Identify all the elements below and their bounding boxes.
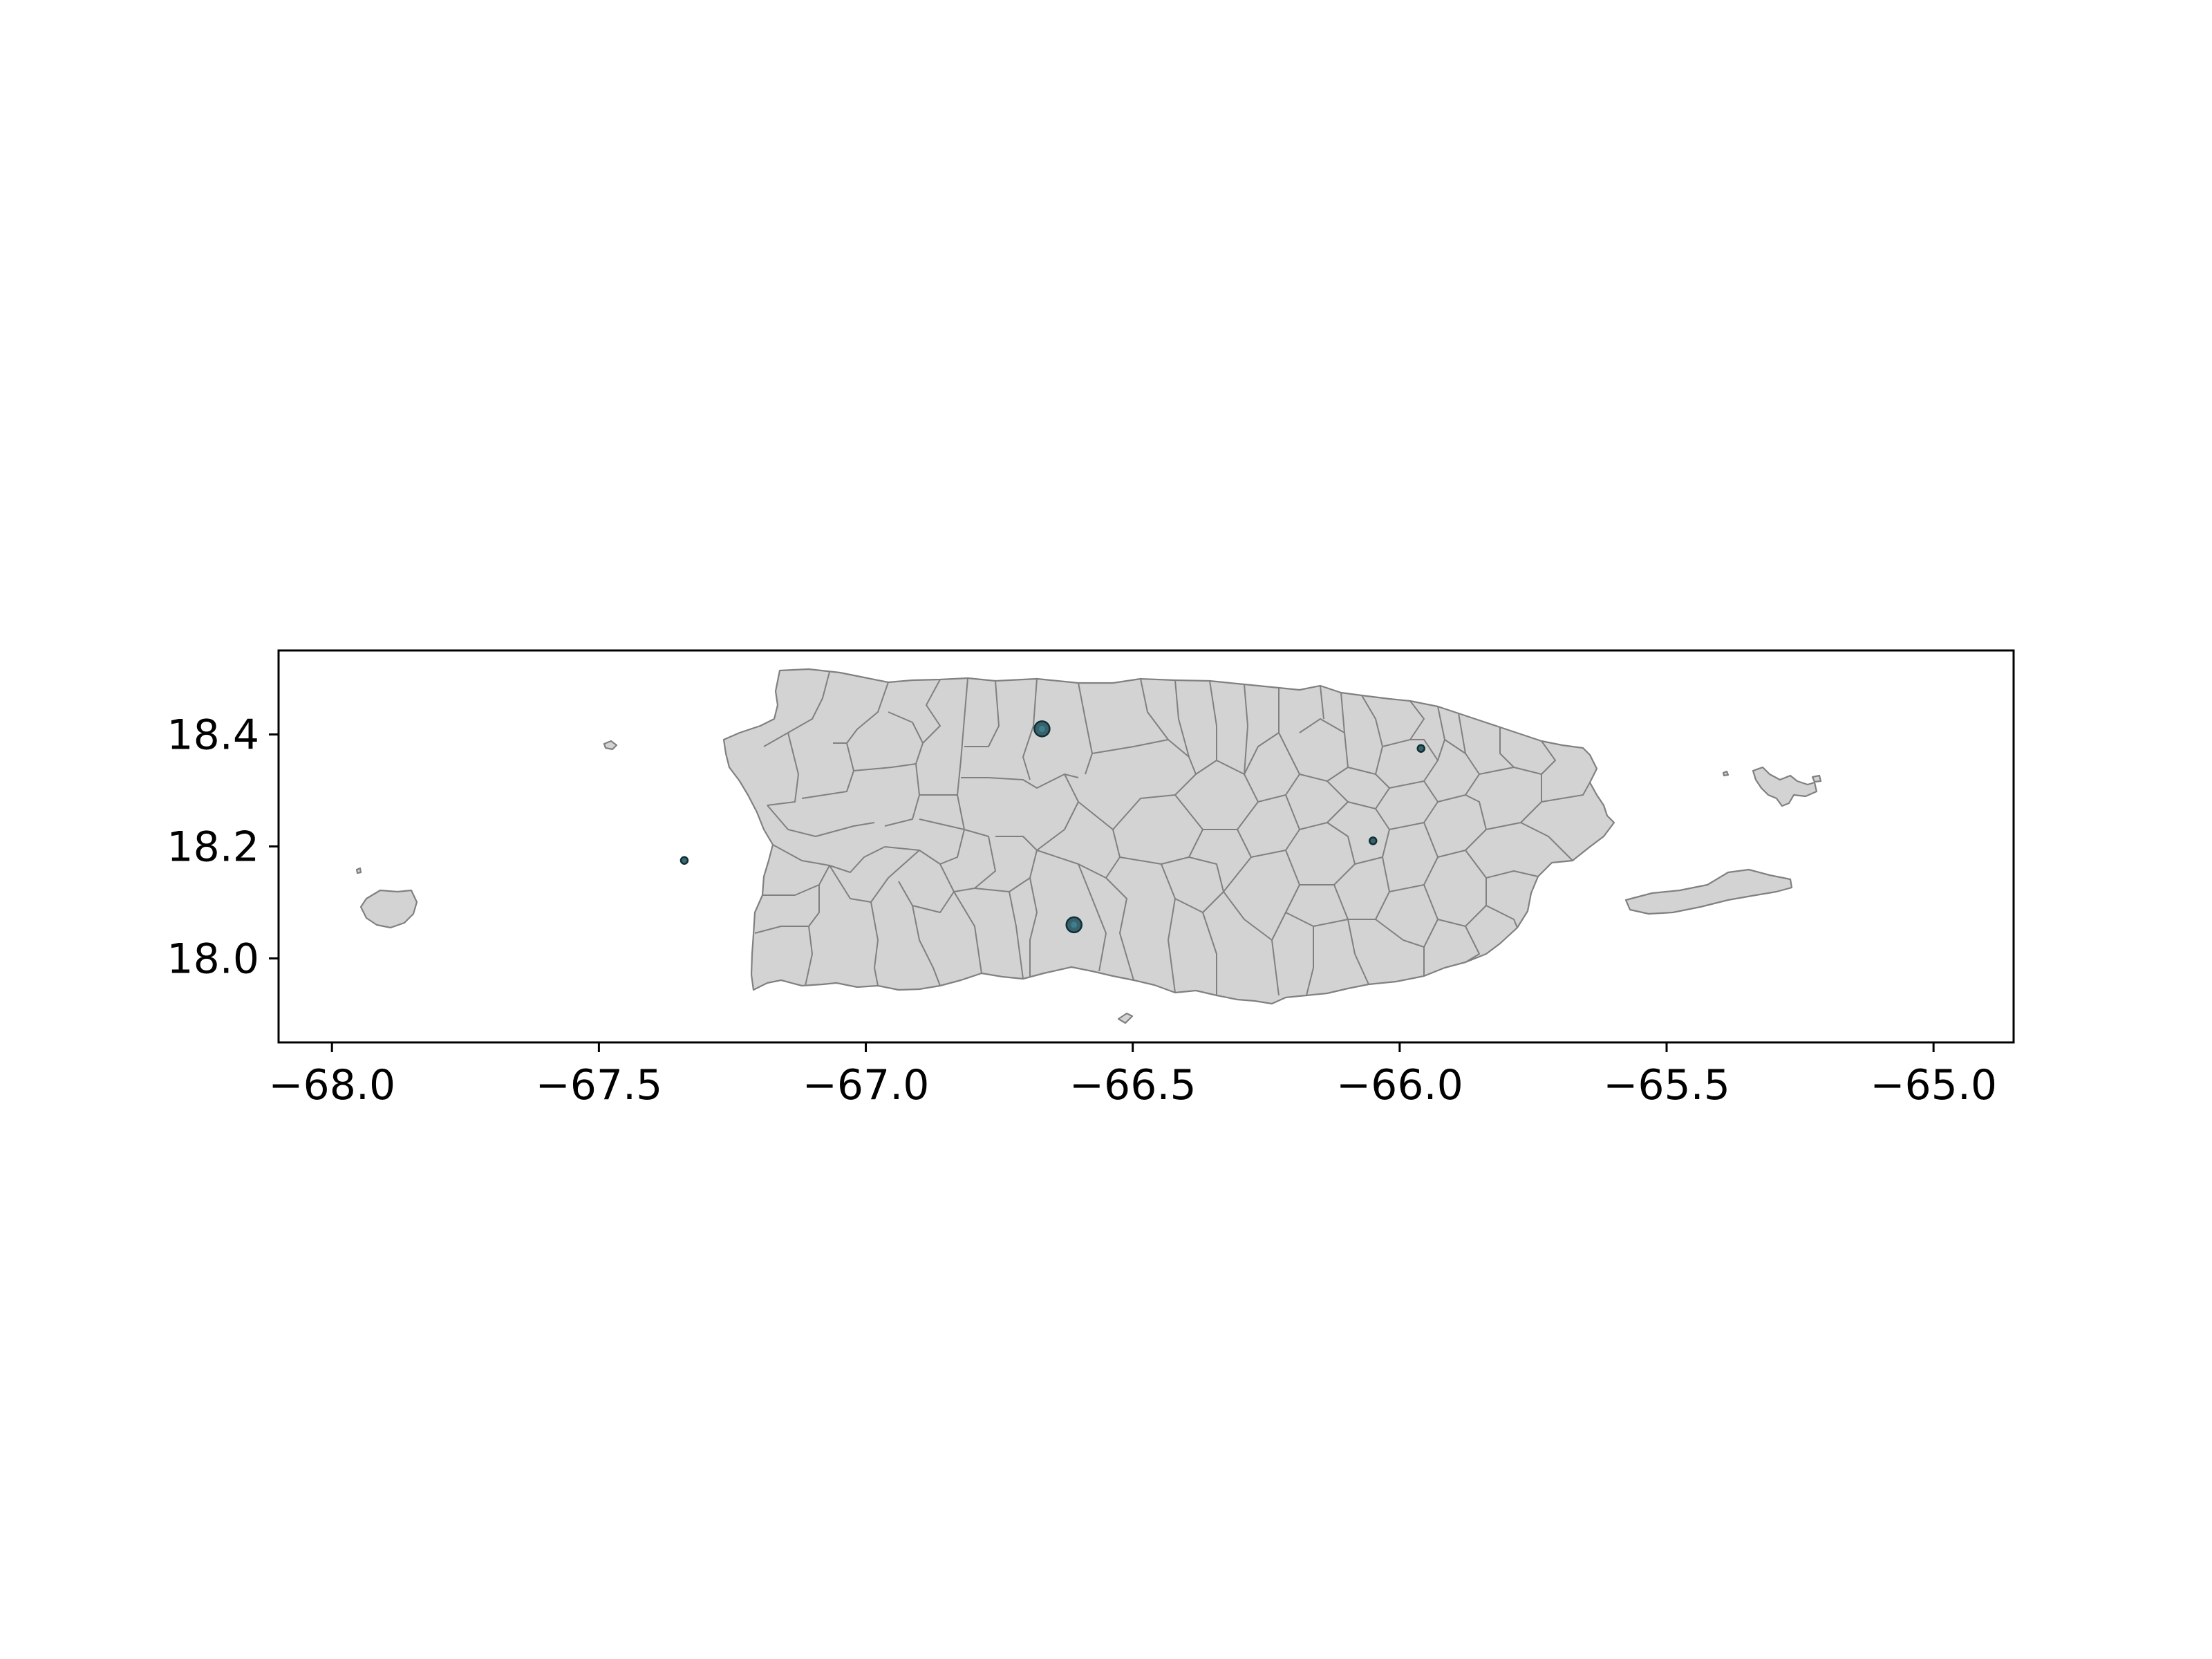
data-point bbox=[1368, 836, 1378, 845]
x-tick-label: −66.0 bbox=[1336, 1061, 1463, 1109]
small-cay-shape bbox=[1722, 770, 1730, 777]
data-point-core bbox=[1038, 725, 1045, 732]
scatter-points bbox=[679, 720, 1425, 934]
x-tick-label: −65.0 bbox=[1870, 1061, 1997, 1109]
culebra-island-shape bbox=[1752, 766, 1818, 807]
vieques-island-shape bbox=[1624, 868, 1793, 915]
x-tick-label: −67.0 bbox=[803, 1061, 930, 1109]
data-point bbox=[1416, 744, 1425, 753]
x-tick-label: −67.5 bbox=[535, 1061, 662, 1109]
x-axis: −68.0 −67.5 −67.0 −66.5 −66.0 −65.5 −65.0 bbox=[268, 1042, 1997, 1109]
y-tick-label: 18.2 bbox=[167, 823, 259, 872]
y-tick-label: 18.4 bbox=[167, 711, 259, 760]
data-point bbox=[679, 856, 689, 865]
data-point-core bbox=[1071, 921, 1078, 928]
y-tick-label: 18.0 bbox=[167, 935, 259, 984]
x-tick-label: −65.5 bbox=[1603, 1061, 1730, 1109]
plot-area bbox=[355, 668, 1822, 1024]
caja-de-muertos-shape bbox=[1117, 1012, 1134, 1024]
municipality-boundaries bbox=[754, 671, 1591, 996]
monito-islet-shape bbox=[355, 867, 362, 874]
x-tick-label: −68.0 bbox=[268, 1061, 395, 1109]
y-axis: 18.0 18.2 18.4 bbox=[167, 711, 279, 984]
culebrita-islet-shape bbox=[1811, 774, 1822, 783]
x-tick-label: −66.5 bbox=[1069, 1061, 1197, 1109]
desecheo-island-shape bbox=[603, 740, 618, 751]
mona-island-shape bbox=[359, 889, 418, 929]
